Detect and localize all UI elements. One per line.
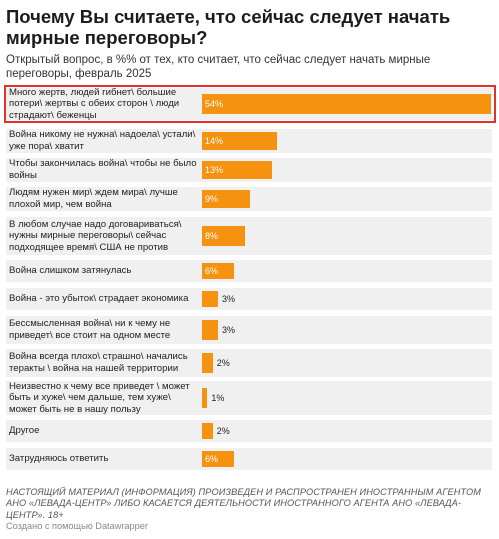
bar xyxy=(202,263,235,279)
category-label: Бессмысленная война\ ни к чему не привед… xyxy=(9,318,171,341)
bar-row-background xyxy=(6,349,492,377)
bar-row-background xyxy=(6,288,492,310)
bar xyxy=(202,291,219,307)
bar-row-background xyxy=(6,381,492,415)
category-label: В любом случае надо договариваться\ нужн… xyxy=(9,218,182,253)
value-label: 6% xyxy=(205,266,219,276)
chart-subtitle: Открытый вопрос, в %% от тех, кто считае… xyxy=(6,54,431,80)
value-label: 2% xyxy=(216,358,230,368)
value-label: 6% xyxy=(205,454,219,464)
bar-row-background xyxy=(6,420,492,442)
bar xyxy=(202,320,219,340)
value-label: 54% xyxy=(205,99,224,109)
value-label: 3% xyxy=(222,294,236,304)
value-label: 9% xyxy=(205,194,219,204)
datawrapper-credit: Создано с помощью Datawrapper xyxy=(6,521,148,531)
bar xyxy=(202,226,245,246)
chart-title: Почему Вы считаете, что сейчас следует н… xyxy=(6,6,451,48)
value-label: 8% xyxy=(205,231,219,241)
category-label: Неизвестно к чему все приведет \ может б… xyxy=(9,380,190,415)
value-label: 3% xyxy=(222,325,236,335)
bar xyxy=(202,94,491,114)
value-label: 1% xyxy=(211,393,225,403)
highlight-frame xyxy=(4,85,496,123)
value-label: 13% xyxy=(205,165,224,175)
bar xyxy=(202,132,277,150)
bar xyxy=(202,190,251,208)
bar xyxy=(202,388,208,408)
bar xyxy=(202,161,272,179)
bar-row-background xyxy=(6,316,492,344)
category-label: Война - это убыток\ страдает экономика xyxy=(9,293,189,305)
foreign-agent-note: НАСТОЯЩИЙ МАТЕРИАЛ (ИНФОРМАЦИЯ) ПРОИЗВЕД… xyxy=(6,487,481,520)
bar-row-background xyxy=(6,260,492,282)
category-label: Затрудняюсь ответить xyxy=(9,453,109,465)
bar xyxy=(202,423,213,439)
bar xyxy=(202,353,213,373)
category-label: Чтобы закончилась война\ чтобы не было в… xyxy=(9,158,197,181)
value-label: 14% xyxy=(205,136,224,146)
category-label: Война никому не нужна\ надоела\ устали\ … xyxy=(9,129,196,152)
category-label: Людям нужен мир\ ждем мира\ лучше плохой… xyxy=(9,187,178,210)
category-label: Другое xyxy=(9,425,40,437)
category-label: Много жертв, людей гибнет\ большие потер… xyxy=(9,86,180,121)
category-label: Война слишком затянулась xyxy=(9,265,132,277)
category-label: Война всегда плохо\ страшно\ начались те… xyxy=(9,351,188,374)
bar-row-background xyxy=(6,217,492,255)
bar-row-background xyxy=(6,448,492,470)
bar xyxy=(202,451,235,467)
value-label: 2% xyxy=(216,426,230,436)
